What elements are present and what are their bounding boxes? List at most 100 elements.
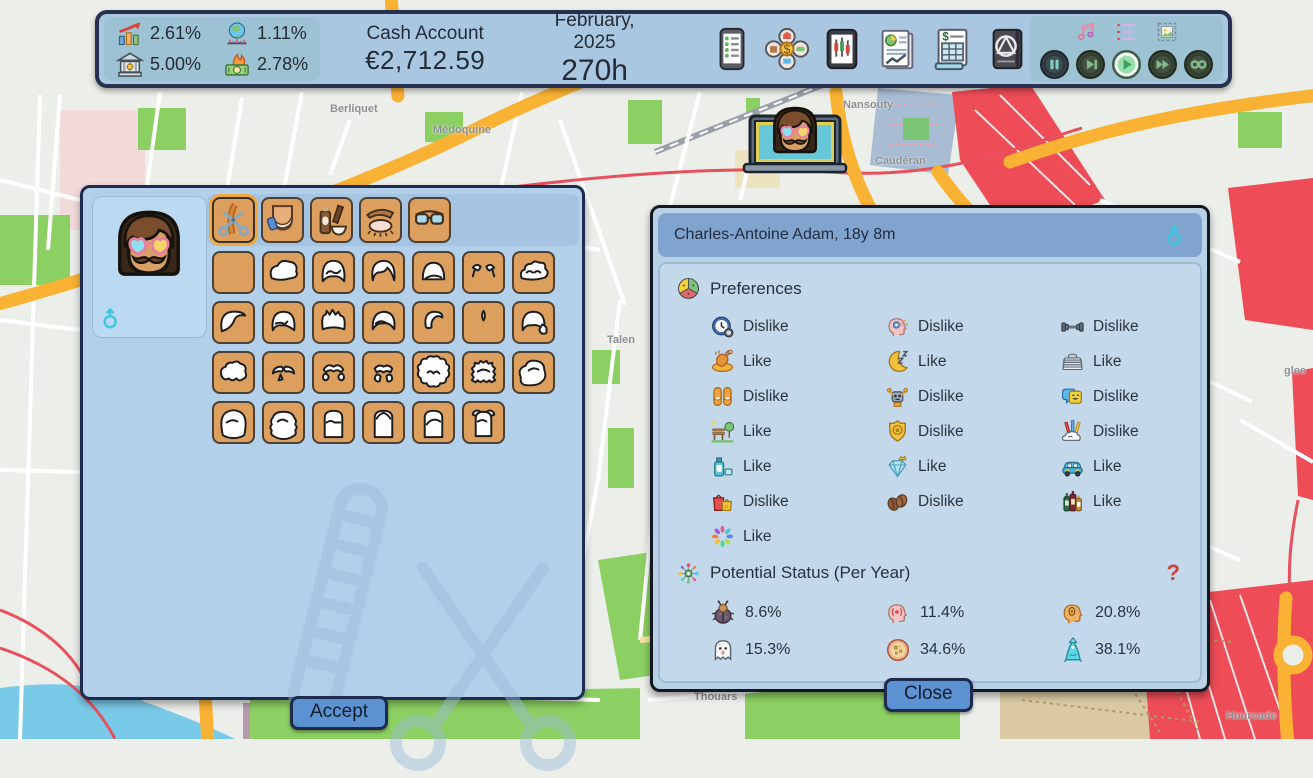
preference-item-fitness: Dislike [1060,309,1220,344]
preference-item-shopping: U Dislike [710,484,885,519]
trading-icon [819,26,865,72]
status-help-button[interactable]: ? [1166,560,1180,585]
character-name-age: Charles-Antoine Adam, 18y 8m [674,226,896,243]
hair-style-smooth[interactable] [362,301,405,344]
inflation-icon [223,51,251,79]
ascension-icon [1060,636,1086,663]
preference-item-flowers: Like [710,519,885,554]
hair-style-jagged[interactable] [312,301,355,344]
status-value: 38.1% [1095,640,1141,658]
max-speed-button[interactable] [1184,50,1213,79]
hair-style-twintufts[interactable] [362,351,405,394]
preference-value: Like [918,457,947,475]
male-gender-icon [1164,221,1186,249]
preference-item-clock: Dislike [710,309,885,344]
hair-style-afro[interactable] [412,351,455,394]
step-play-icon [1076,50,1105,79]
fast-forward-button[interactable] [1148,50,1177,79]
preference-column: Dislike Like Dislike Dislike Like Dislike [885,309,1060,554]
ledger-menu-button[interactable]: $ [929,26,975,72]
slow-speed-button[interactable] [1076,50,1105,79]
tab-eyebrows[interactable] [359,197,402,243]
assets-menu-button[interactable]: $ [764,26,810,72]
hair-style-part[interactable] [262,301,305,344]
hair-style-longwavy[interactable] [262,401,305,444]
ghost-icon [710,637,736,663]
reading-icon [1060,349,1085,374]
barber-watermark [287,482,576,771]
hair-style-curly[interactable] [512,251,555,294]
world-economy-stat: 1.11% [223,20,308,48]
hair-style-swoop[interactable] [362,251,405,294]
play-button[interactable] [1112,50,1141,79]
hair-style-puff[interactable] [262,251,305,294]
almanac-menu-button[interactable] [984,26,1030,72]
screenshot-icon[interactable] [1155,20,1179,44]
status-section-title: Potential Status (Per Year) ? [676,560,1186,586]
economy-stats-panel: 2.61% 1.11% 5.00% 2.78% [104,17,321,81]
music-icon[interactable] [1075,20,1099,44]
close-button[interactable]: Close [884,678,973,712]
status-column: 11.4% 34.6% [885,594,1060,668]
tab-beard[interactable] [261,197,304,243]
stocks-icon [116,20,144,48]
pause-button[interactable] [1040,50,1069,79]
preference-value: Like [743,352,772,370]
creativity-icon [1060,419,1085,444]
status-item-mental-break: 11.4% [885,594,1060,631]
assets-icon: $ [764,26,810,72]
fast-forward-icon [1148,50,1177,79]
alcohol-icon [1060,489,1085,514]
bank-rate-stat: 5.00% [116,51,201,79]
cars-icon [1060,454,1085,479]
hair-style-straight[interactable] [312,401,355,444]
report-menu-button[interactable] [874,26,920,72]
hair-style-longswoop[interactable] [412,401,455,444]
inflation-value: 2.78% [257,54,309,74]
hair-style-dome[interactable] [312,251,355,294]
sleep-icon [885,349,910,374]
hair-style-wavycap[interactable] [212,351,255,394]
hair-style-sideflip[interactable] [512,301,555,344]
preference-value: Dislike [743,317,789,335]
hair-style-bald[interactable] [212,251,255,294]
hair-style-sweep[interactable] [212,301,255,344]
cash-account-value: €2,712.59 [365,44,486,75]
tab-glasses[interactable] [408,197,451,243]
hair-style-droplet[interactable] [462,301,505,344]
hair-style-swoosh[interactable] [412,301,455,344]
preference-item-alcohol: Like [1060,484,1220,519]
hair-dye-icon [314,201,349,239]
phone-menu-button[interactable] [709,26,755,72]
hair-style-buns[interactable] [462,401,505,444]
svg-text:U: U [724,504,728,509]
hair-style-longmid[interactable] [362,401,405,444]
trading-menu-button[interactable] [819,26,865,72]
hair-style-rings[interactable] [262,351,305,394]
accept-button[interactable]: Accept [290,696,389,730]
tab-hair-dye[interactable] [310,197,353,243]
bug-icon [710,600,736,626]
map-label: gles [1284,365,1307,377]
hair-style-curtain[interactable] [312,351,355,394]
hair-style-bigpuff[interactable] [512,351,555,394]
appearance-tabs [212,197,451,243]
preference-value: Dislike [918,492,964,510]
hair-style-flat[interactable] [412,251,455,294]
preference-item-reading: Like [1060,344,1220,379]
status-grid: 8.6% 15.3% 11.4% 34.6% 20.8% 38.1% [710,594,1186,668]
current-date: February, 2025 [554,10,635,53]
hair-style-balding[interactable] [462,251,505,294]
tab-haircut[interactable] [212,197,255,243]
playlist-icon[interactable] [1115,20,1139,44]
robots-icon [885,384,910,409]
cash-account: Cash Account €2,712.59 [365,23,485,76]
preference-value: Like [1093,352,1122,370]
player-map-marker[interactable] [742,100,848,174]
map-label: Berliquet [330,103,378,115]
hair-style-crinkle[interactable] [462,351,505,394]
status-value: 34.6% [920,640,966,658]
map-label: Thouars [694,691,738,703]
preference-item-hygiene: Like [710,449,885,484]
hair-style-bob[interactable] [212,401,255,444]
